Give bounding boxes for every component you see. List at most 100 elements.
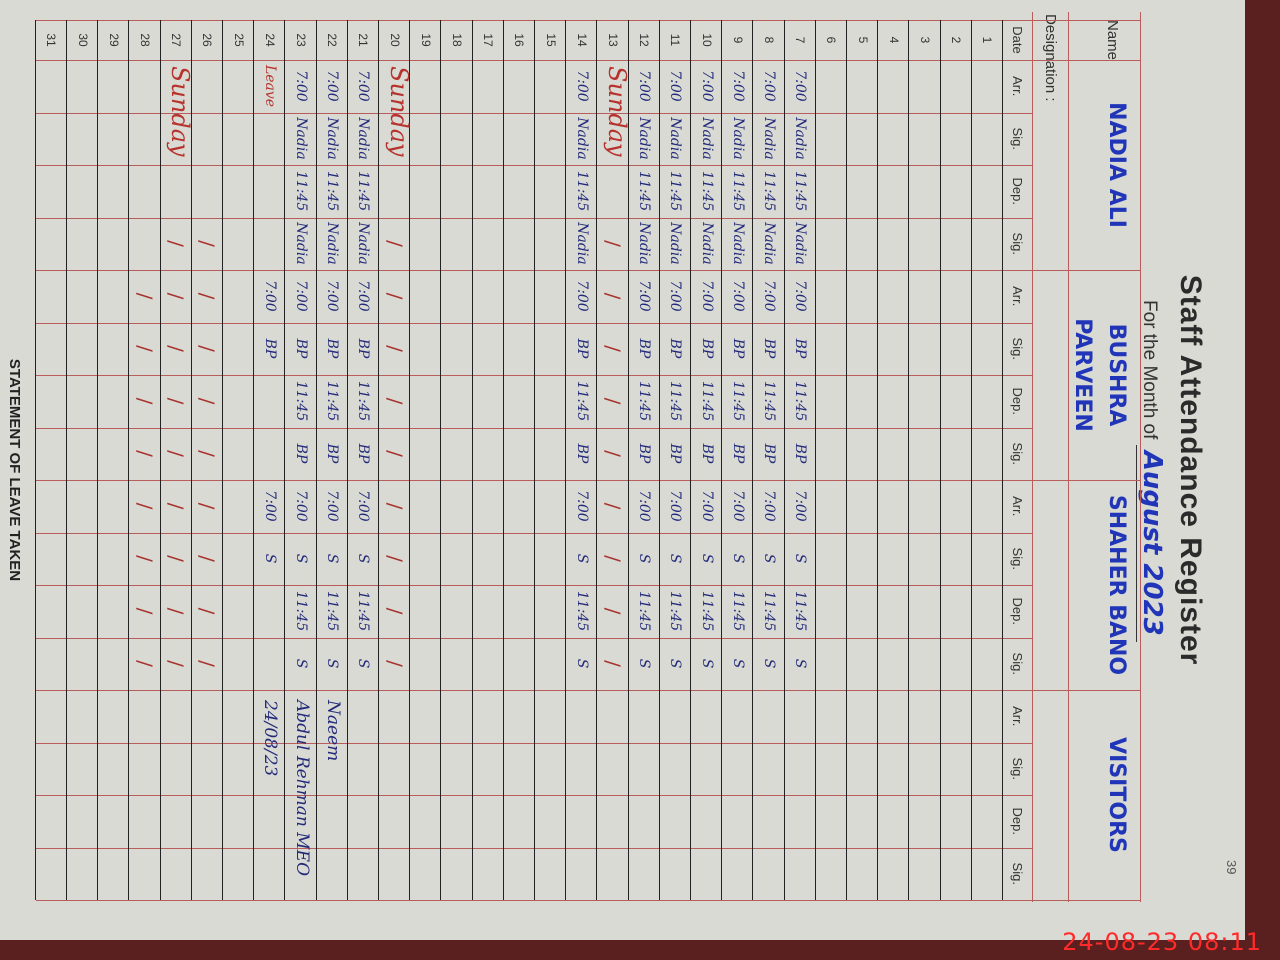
attendance-entry: 11:45 xyxy=(792,170,809,212)
attendance-entry: BP xyxy=(792,443,809,464)
date-cell: 28 xyxy=(138,33,153,47)
attendance-entry: Nadia xyxy=(729,117,746,160)
date-cell: 2 xyxy=(949,36,964,44)
attendance-entry: 11:45 xyxy=(667,380,684,422)
attendance-entry: S xyxy=(761,658,778,669)
attendance-entry: 7:00 xyxy=(324,490,341,522)
tick-mark: / xyxy=(382,292,407,300)
row-rule xyxy=(471,20,473,900)
attendance-entry: BP xyxy=(667,338,684,359)
attendance-entry: S xyxy=(667,553,684,564)
date-cell: 17 xyxy=(481,33,496,47)
attendance-entry: Nadia xyxy=(355,222,372,265)
date-cell: 3 xyxy=(918,36,933,44)
date-cell: 31 xyxy=(44,33,59,47)
tick-mark: / xyxy=(382,240,407,247)
column-header: Dep. xyxy=(1010,807,1026,835)
tick-mark: / xyxy=(382,607,407,615)
tick-mark: / xyxy=(195,660,220,667)
date-cell: 27 xyxy=(169,33,184,47)
tick-mark: / xyxy=(195,240,220,247)
tick-mark: / xyxy=(195,555,220,562)
column-header: Sig. xyxy=(1010,862,1026,885)
row-rule xyxy=(908,20,910,900)
date-cell: 20 xyxy=(387,33,402,47)
attendance-entry: S xyxy=(698,553,715,564)
attendance-entry: 7:00 xyxy=(792,280,809,312)
attendance-entry: 11:45 xyxy=(792,590,809,632)
attendance-entry: S xyxy=(636,553,653,564)
attendance-entry: BP xyxy=(761,338,778,359)
date-cell: 9 xyxy=(730,36,745,44)
attendance-entry: BP xyxy=(293,443,310,464)
tick-mark: / xyxy=(133,607,158,615)
attendance-entry: 7:00 xyxy=(324,280,341,312)
staff-name: Shaher Bano xyxy=(1104,494,1129,676)
attendance-entry: 7:00 xyxy=(636,280,653,312)
date-cell: 18 xyxy=(450,33,465,47)
sunday-note: Sunday xyxy=(603,66,632,157)
attendance-entry: Nadia xyxy=(324,117,341,160)
tick-mark: / xyxy=(601,292,626,300)
tick-mark: / xyxy=(601,660,626,667)
row-rule xyxy=(440,20,442,900)
tick-mark: / xyxy=(195,502,220,510)
attendance-entry: S xyxy=(729,658,746,669)
tick-mark: / xyxy=(601,502,626,510)
leave-statement-heading: STATEMENT OF LEAVE TAKEN xyxy=(6,358,23,582)
attendance-entry: BP xyxy=(324,338,341,359)
tick-mark: / xyxy=(164,345,189,352)
row-rule xyxy=(565,20,567,900)
attendance-entry: 7:00 xyxy=(573,490,590,522)
row-rule xyxy=(97,20,99,900)
tick-mark: / xyxy=(601,345,626,352)
column-header: Arr. xyxy=(1010,496,1026,517)
attendance-entry: 7:00 xyxy=(573,280,590,312)
row-rule xyxy=(502,20,504,900)
attendance-entry: 7:00 xyxy=(261,280,278,312)
attendance-entry: 7:00 xyxy=(698,70,715,102)
tick-mark: / xyxy=(382,502,407,510)
attendance-entry: Nadia xyxy=(636,117,653,160)
column-header: Sig. xyxy=(1010,757,1026,780)
column-header: Sig. xyxy=(1010,547,1026,570)
date-cell: 24 xyxy=(262,33,277,47)
attendance-entry: 11:45 xyxy=(293,380,310,422)
attendance-entry: 11:45 xyxy=(355,590,372,632)
attendance-entry: S xyxy=(636,658,653,669)
tick-mark: / xyxy=(195,450,220,457)
attendance-entry: Nadia xyxy=(667,222,684,265)
attendance-entry: 11:45 xyxy=(729,590,746,632)
header-rule xyxy=(1140,12,1141,902)
month-line: For the Month of August 2023 xyxy=(1136,300,1167,642)
attendance-entry: Nadia xyxy=(324,222,341,265)
visitor-signature: Naeem xyxy=(322,700,343,762)
attendance-entry: 11:45 xyxy=(636,170,653,212)
attendance-entry: 11:45 xyxy=(573,170,590,212)
attendance-entry: 7:00 xyxy=(667,490,684,522)
attendance-entry: 7:00 xyxy=(761,280,778,312)
attendance-entry: S xyxy=(667,658,684,669)
attendance-entry: BP xyxy=(729,443,746,464)
attendance-entry: BP xyxy=(573,443,590,464)
tick-mark: / xyxy=(164,397,189,405)
attendance-entry: Leave xyxy=(261,64,278,108)
tick-mark: / xyxy=(382,397,407,405)
attendance-entry: 7:00 xyxy=(729,70,746,102)
attendance-entry: 11:45 xyxy=(324,590,341,632)
tick-mark: / xyxy=(164,450,189,457)
tick-mark: / xyxy=(382,450,407,457)
date-cell: 19 xyxy=(418,33,433,47)
tick-mark: / xyxy=(382,555,407,562)
attendance-entry: S xyxy=(792,658,809,669)
date-cell: 26 xyxy=(200,33,215,47)
attendance-entry: Nadia xyxy=(573,222,590,265)
attendance-entry: 11:45 xyxy=(761,590,778,632)
attendance-entry: S xyxy=(573,553,590,564)
date-cell: 6 xyxy=(824,36,839,44)
column-header: Date xyxy=(1010,26,1026,54)
date-cell: 25 xyxy=(231,33,246,47)
attendance-entry: 11:45 xyxy=(761,170,778,212)
attendance-entry: 11:45 xyxy=(636,380,653,422)
attendance-entry: Nadia xyxy=(729,222,746,265)
